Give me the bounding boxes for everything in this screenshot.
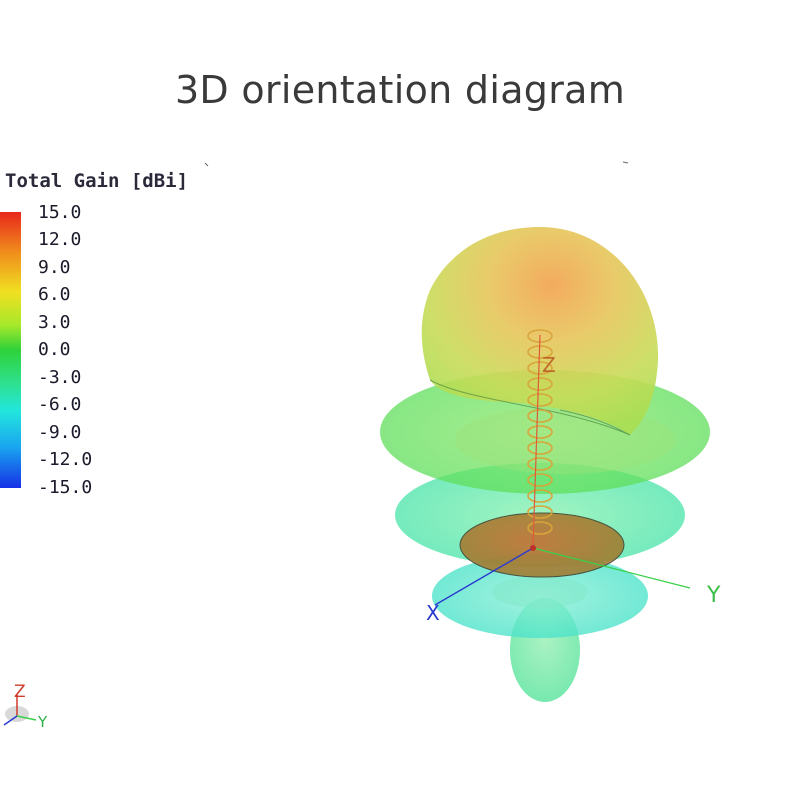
y-axis-label: Y — [706, 583, 721, 608]
orientation-triad: Z Y — [3, 682, 48, 731]
x-axis-label: X — [426, 601, 440, 625]
legend-title: Total Gain [dBi] — [5, 170, 189, 192]
legend-tick: 6.0 — [38, 284, 71, 305]
y-axis — [532, 547, 691, 589]
z-axis-label: Z — [542, 353, 556, 377]
z-axis — [532, 334, 541, 549]
legend-tick: -6.0 — [38, 394, 82, 415]
gain-colorbar — [0, 212, 21, 488]
legend-tick: 12.0 — [38, 229, 82, 250]
triad-y-label: Y — [37, 713, 48, 731]
legend-tick: 15.0 — [38, 202, 82, 223]
triad-z-label: Z — [14, 682, 26, 702]
main-lobe — [421, 227, 659, 435]
legend-tick: 0.0 — [38, 339, 71, 360]
diagram-title: 3D orientation diagram — [174, 68, 626, 112]
legend-tick: -9.0 — [38, 422, 82, 443]
legend-tick: 3.0 — [38, 312, 71, 333]
legend-tick: -3.0 — [38, 367, 82, 388]
x-axis — [434, 547, 534, 606]
legend-tick: 9.0 — [38, 257, 71, 278]
side-lobe-ring-lower-hole — [492, 576, 588, 608]
legend-tick: -15.0 — [38, 477, 93, 498]
legend-tick: -12.0 — [38, 449, 93, 470]
